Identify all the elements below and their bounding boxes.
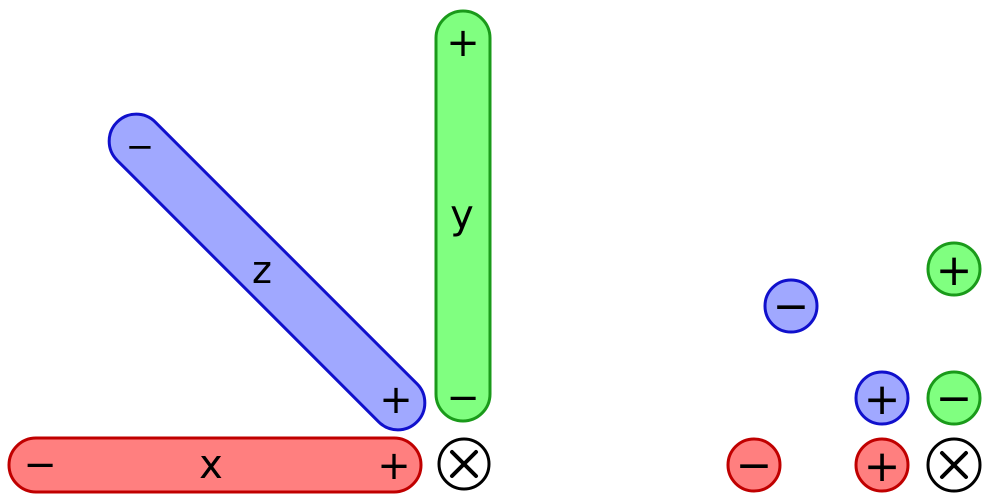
y-axis-bar: [434, 9, 492, 423]
right-z-positive-marker: +: [854, 370, 910, 426]
right-z-positive-sign: +: [864, 374, 901, 425]
right-y-negative-marker: −: [926, 370, 982, 426]
right-y-positive-sign: +: [936, 245, 973, 296]
right-y-positive-marker: +: [926, 241, 982, 297]
right-y-negative-sign: −: [936, 373, 973, 424]
z-axis: − z +: [107, 112, 427, 432]
right-origin-icon: [926, 437, 982, 493]
z-axis-bar: [107, 112, 427, 432]
right-z-negative-sign: −: [773, 281, 810, 332]
y-axis-label: y: [450, 192, 474, 238]
right-z-negative-marker: −: [763, 278, 819, 334]
y-axis-negative-sign: −: [446, 375, 480, 421]
right-x-positive-sign: +: [864, 441, 901, 492]
x-axis-label: x: [199, 442, 223, 488]
y-axis: + y −: [434, 9, 492, 423]
right-x-negative-marker: −: [726, 437, 782, 493]
y-axis-positive-sign: +: [446, 20, 480, 66]
z-axis-label: z: [252, 248, 272, 292]
right-x-negative-sign: −: [736, 440, 773, 491]
left-origin-icon: [437, 437, 491, 491]
x-axis-bar: [7, 436, 423, 494]
x-axis: − x +: [7, 436, 423, 494]
x-axis-positive-sign: +: [377, 443, 411, 489]
x-axis-negative-sign: −: [23, 442, 57, 488]
z-axis-positive-sign: +: [379, 377, 413, 423]
right-x-positive-marker: +: [854, 437, 910, 493]
z-axis-negative-sign: −: [126, 127, 155, 167]
